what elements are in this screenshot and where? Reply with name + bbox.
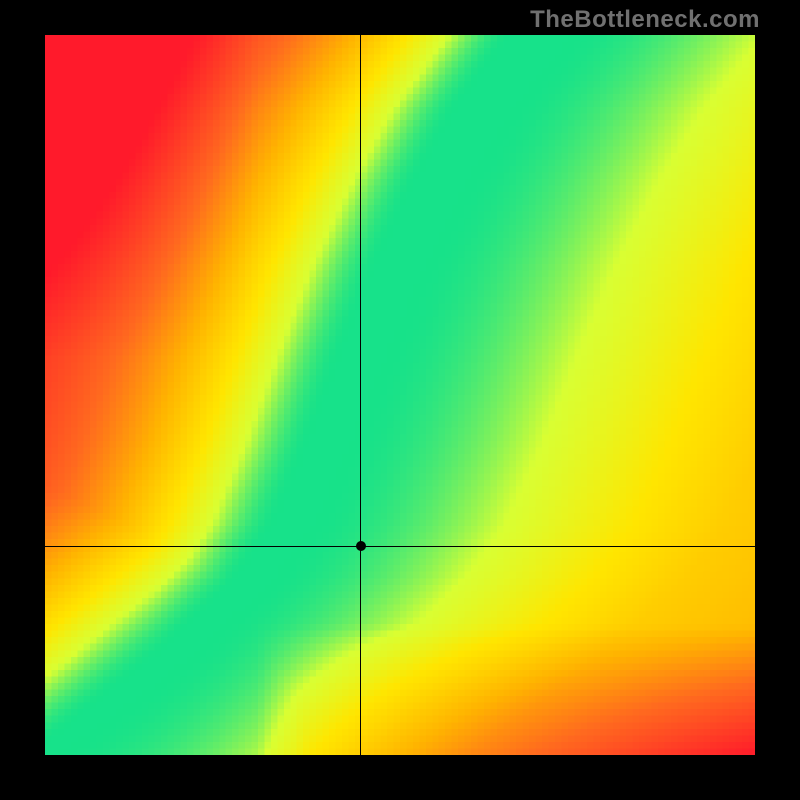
- bottleneck-heatmap: [45, 35, 755, 755]
- watermark-text: TheBottleneck.com: [530, 6, 760, 34]
- chart-frame: TheBottleneck.com: [0, 0, 800, 800]
- crosshair-horizontal: [45, 546, 755, 547]
- crosshair-vertical: [360, 35, 361, 755]
- crosshair-marker-dot: [356, 541, 366, 551]
